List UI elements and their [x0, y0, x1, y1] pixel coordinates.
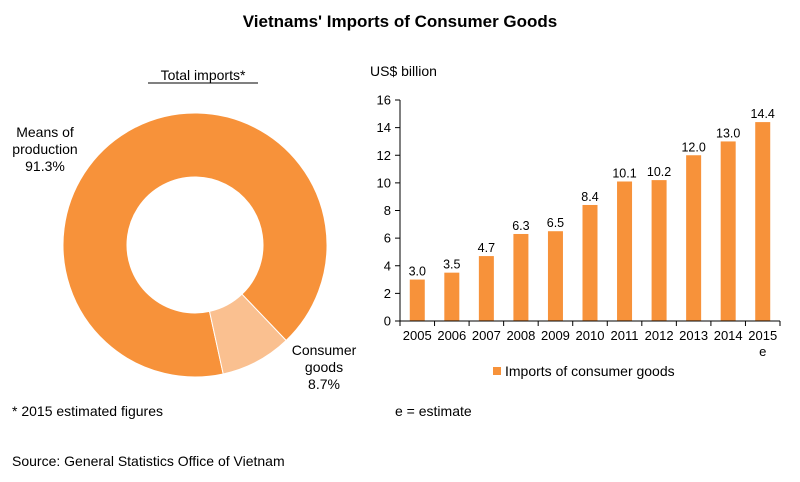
- x-tick-label-2012: 2012: [645, 328, 674, 343]
- bar-value-label-2011: 10.1: [612, 166, 636, 180]
- x-tick-suffix-2015: e: [759, 344, 766, 359]
- bar-2007: [478, 256, 494, 321]
- bar-value-label-2009: 6.5: [547, 216, 564, 230]
- estimate-note: e = estimate: [395, 403, 472, 419]
- y-tick-label-5: 10: [377, 175, 391, 190]
- x-tick-label-2010: 2010: [576, 328, 605, 343]
- y-tick-label-0: 0: [384, 314, 391, 329]
- legend-swatch: [493, 367, 501, 375]
- y-tick-label-6: 12: [377, 148, 391, 163]
- x-tick-label-2008: 2008: [506, 328, 535, 343]
- bar-2005: [409, 279, 425, 321]
- y-tick-label-7: 14: [377, 120, 391, 135]
- x-tick-label-2015: 2015: [748, 328, 777, 343]
- bar-value-label-2010: 8.4: [581, 190, 598, 204]
- x-tick-label-2009: 2009: [541, 328, 570, 343]
- bar-value-label-2006: 3.5: [443, 258, 460, 272]
- y-tick-label-3: 6: [384, 231, 391, 246]
- donut-slice-1: [208, 293, 287, 375]
- bar-2013: [686, 155, 702, 321]
- y-tick-label-4: 8: [384, 203, 391, 218]
- bar-value-label-2007: 4.7: [478, 241, 495, 255]
- bar-value-label-2008: 6.3: [512, 219, 529, 233]
- figure-title: Vietnams' Imports of Consumer Goods: [243, 12, 558, 31]
- bar-value-label-2014: 13.0: [716, 126, 740, 140]
- donut-slice-label-1: Consumer goods 8.7%: [292, 342, 357, 392]
- x-tick-label-2014: 2014: [714, 328, 743, 343]
- x-tick-label-2005: 2005: [403, 328, 432, 343]
- footnote: * 2015 estimated figures: [12, 403, 163, 419]
- x-tick-label-2006: 2006: [437, 328, 466, 343]
- bar-value-label-2013: 12.0: [681, 140, 705, 154]
- bar-2009: [547, 231, 563, 321]
- bar-value-label-2012: 10.2: [647, 165, 671, 179]
- source-note: Source: General Statistics Office of Vie…: [12, 453, 285, 469]
- y-tick-label-2: 4: [384, 258, 391, 273]
- donut-slice-0: [62, 112, 328, 378]
- bar-2012: [651, 180, 667, 321]
- bar-chart: US$ billion 0 2 4 6 8 10 12 14 16 3.0 3.5 4.7 6.3 6.…: [370, 63, 781, 379]
- donut-chart: Total imports* Means of production 91.3% Co…: [12, 67, 356, 392]
- bar-2015: [755, 122, 771, 321]
- bar-2010: [582, 204, 598, 321]
- bar-value-label-2015: 14.4: [751, 107, 775, 121]
- bar-2014: [720, 141, 736, 321]
- donut-slice-label-0: Means of production 91.3%: [12, 124, 77, 174]
- y-tick-label-1: 2: [384, 286, 391, 301]
- y-tick-label-8: 16: [377, 93, 391, 108]
- donut-title: Total imports*: [161, 67, 246, 83]
- bar-2011: [617, 181, 633, 321]
- legend-label: Imports of consumer goods: [505, 363, 675, 379]
- bar-2006: [444, 272, 460, 321]
- y-axis-label: US$ billion: [370, 63, 437, 79]
- x-tick-label-2013: 2013: [679, 328, 708, 343]
- bar-2008: [513, 233, 529, 321]
- x-tick-label-2011: 2011: [611, 328, 639, 343]
- bar-value-label-2005: 3.0: [409, 265, 426, 279]
- x-tick-label-2007: 2007: [472, 328, 501, 343]
